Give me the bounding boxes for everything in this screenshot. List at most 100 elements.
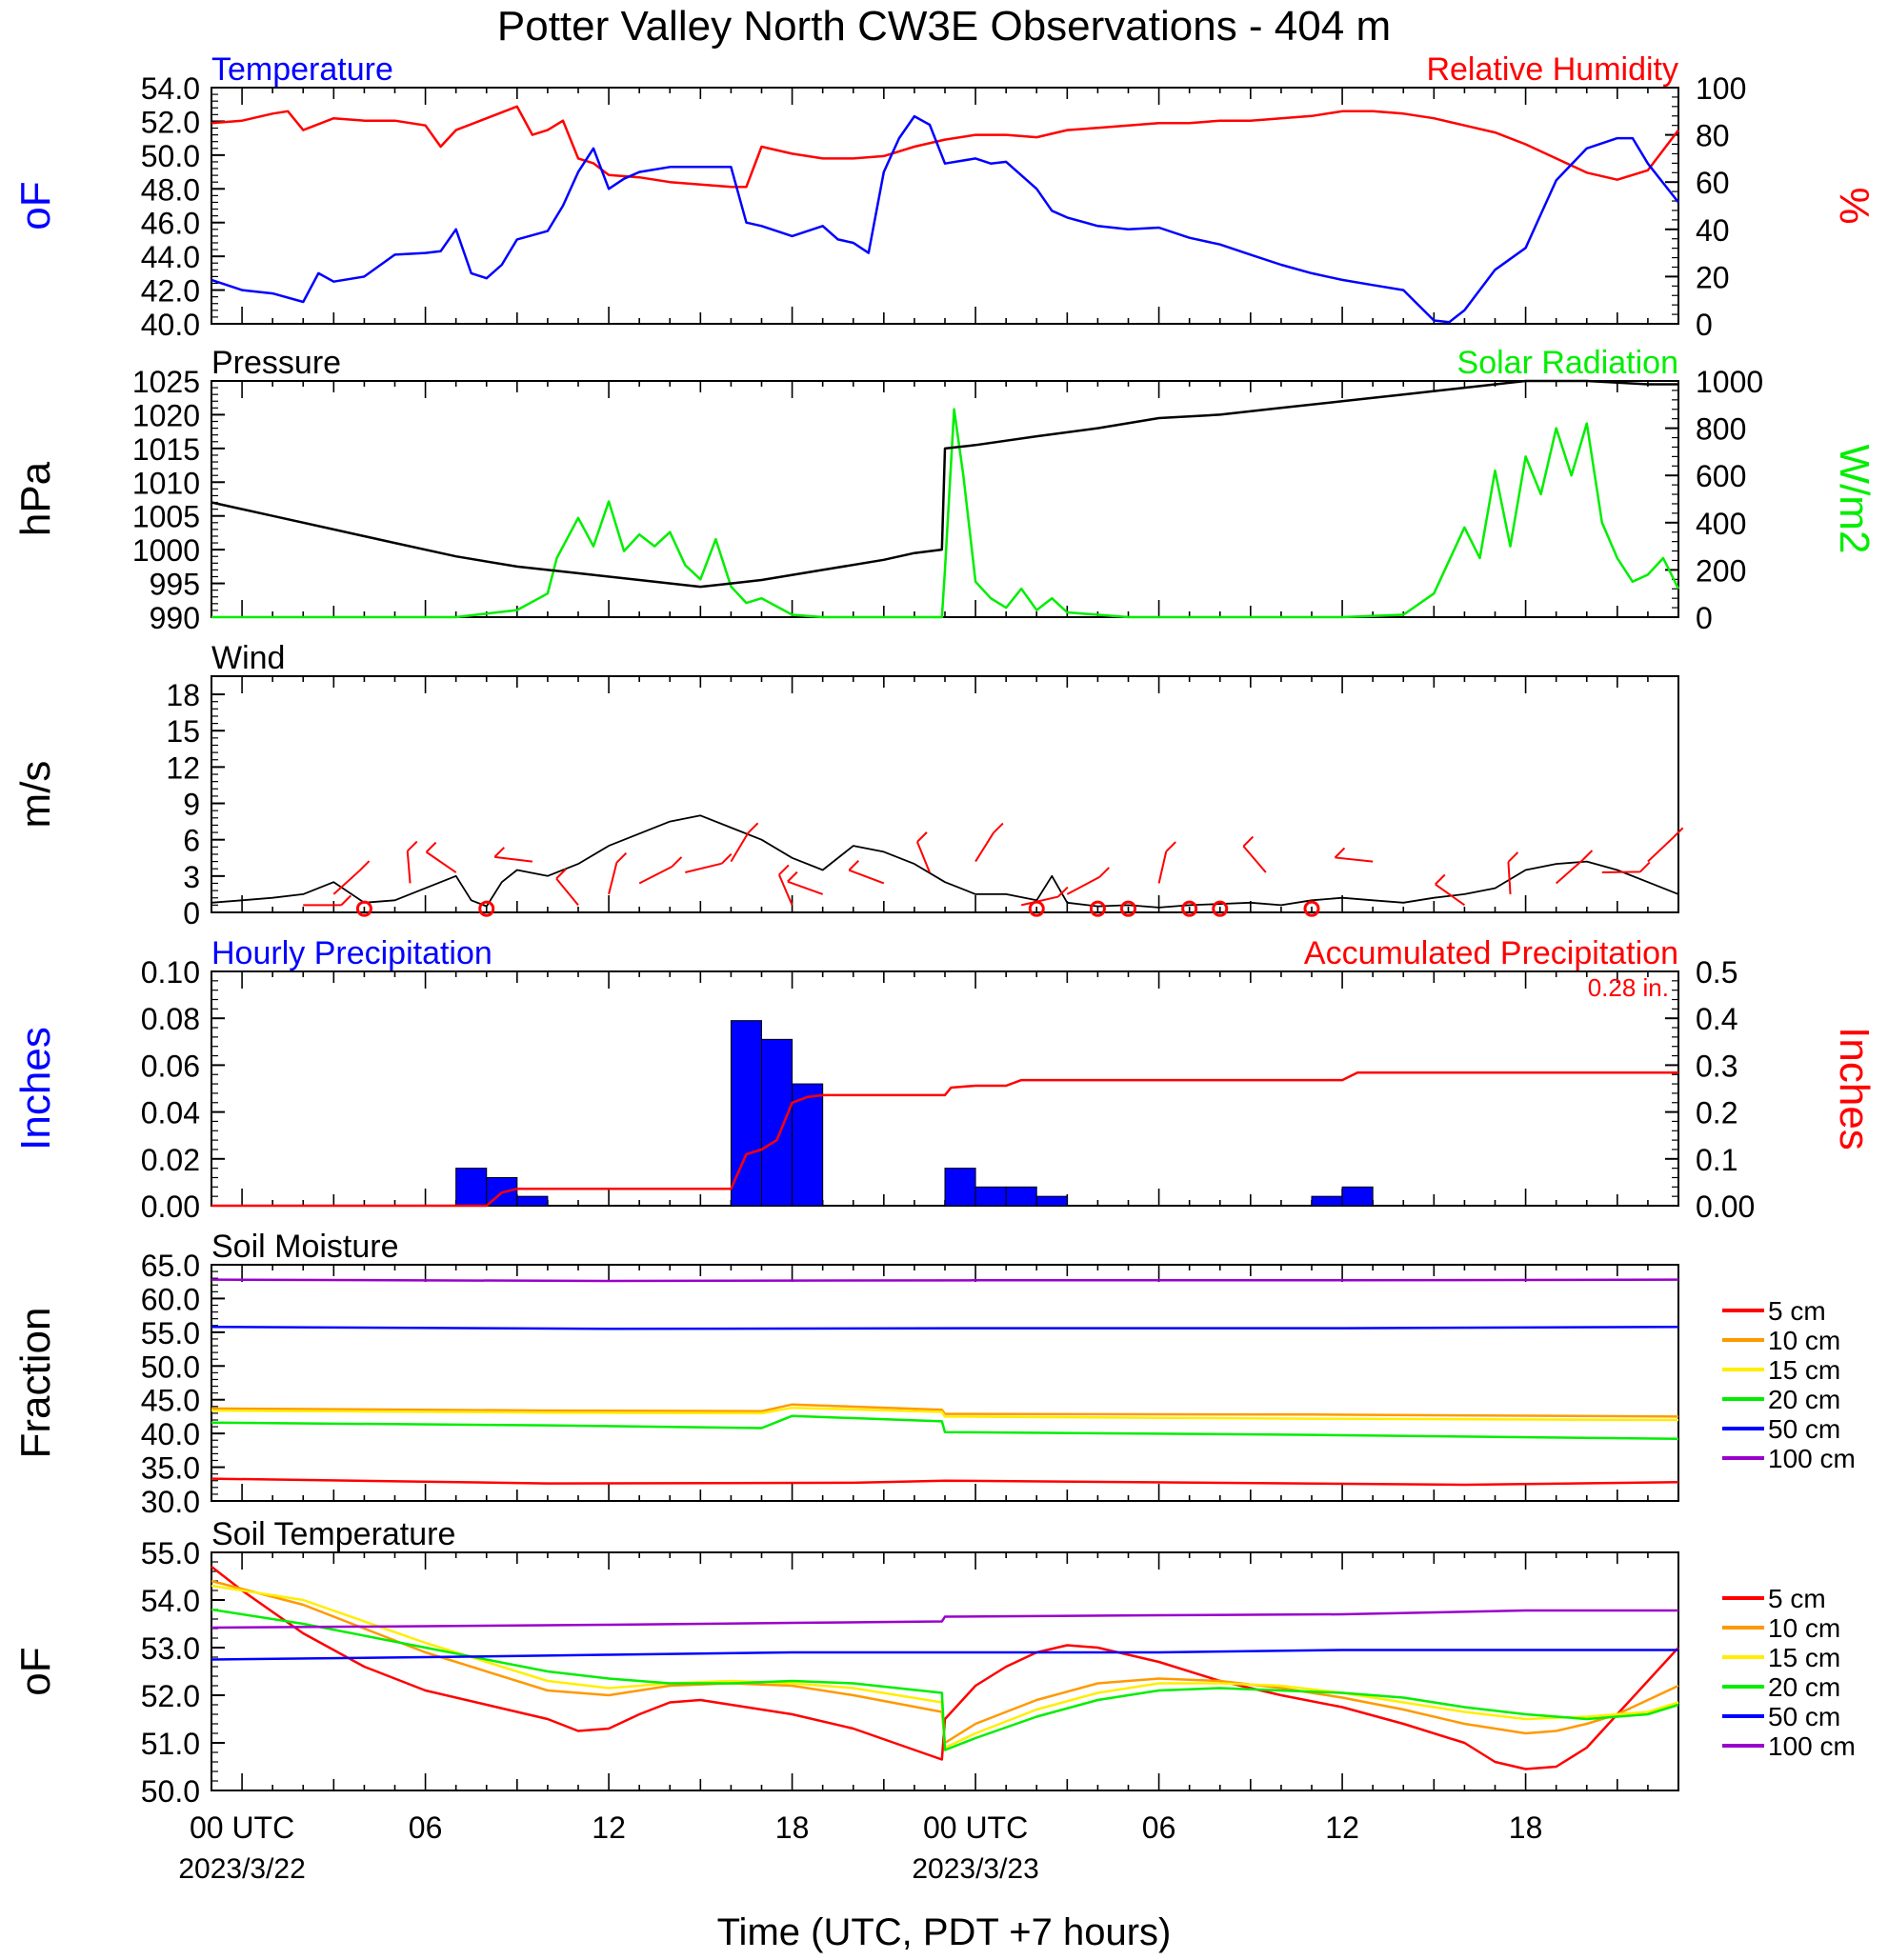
y-axis-label-left: m/s: [12, 761, 59, 829]
panel-soil-moisture: Soil Moisture 30.035.040.045.050.055.060.…: [12, 1229, 1856, 1519]
wind-barb: [1601, 870, 1640, 874]
series-line-100-cm: [211, 1609, 1678, 1630]
series-line-solar-radiation: [211, 408, 1680, 619]
y-tick-label-left: 1015: [132, 432, 200, 467]
y-tick-label-left: 51.0: [141, 1727, 200, 1761]
y-tick-label-left: 30.0: [141, 1485, 200, 1519]
wind-barb: [1556, 859, 1584, 885]
legend-label: 15 cm: [1768, 1643, 1840, 1672]
precip-bar: [944, 1168, 976, 1207]
wind-barb-flag: [1098, 867, 1110, 878]
y-axis-label-left: hPa: [12, 461, 59, 536]
precip-bar: [974, 1186, 1007, 1207]
y-tick-label-right: 600: [1696, 459, 1746, 493]
wind-barb-flag: [747, 822, 759, 833]
legend-label: 100 cm: [1768, 1731, 1856, 1761]
wind-barb-flag: [848, 859, 859, 871]
y-tick-label-left: 0.06: [141, 1049, 200, 1083]
wind-barb-flag: [1581, 850, 1594, 861]
wind-barb: [777, 874, 793, 906]
legend-label: 20 cm: [1768, 1385, 1840, 1414]
wind-barb: [638, 866, 673, 885]
wind-barb-flag: [1334, 847, 1346, 859]
series-line-relative-humidity: [211, 105, 1679, 189]
wind-barb: [494, 855, 532, 863]
panel-title-left: Pressure: [211, 345, 341, 381]
series-line-accumulated-precipitation: [211, 1071, 1678, 1208]
series-line-15-cm: [211, 1584, 1679, 1750]
panel-soil-temperature: Soil Temperature 50.0 51.0 52.0 53.0 54.0 55.0…: [12, 1516, 1856, 1809]
y-tick-label-right: 60: [1696, 166, 1730, 200]
precip-bar: [792, 1083, 824, 1207]
y-tick-label-left: 54.0: [141, 71, 200, 106]
y-tick-label-left: 1000: [132, 533, 200, 568]
calm-wind-marker: [1212, 900, 1229, 917]
legend-label: 5 cm: [1768, 1296, 1826, 1326]
y-tick-label-right: 0.00: [1696, 1190, 1755, 1224]
calm-wind-marker: [1181, 900, 1198, 917]
wind-barb-flag: [1639, 861, 1651, 873]
y-axis-label-left: Inches: [12, 1027, 59, 1150]
y-tick-label-left: 995: [150, 568, 200, 602]
legend-label: 100 cm: [1768, 1444, 1856, 1473]
wind-barb-flag: [555, 868, 567, 880]
y-tick-label-left: 40.0: [141, 308, 200, 342]
wind-barb: [555, 877, 579, 907]
y-tick-label-left: 0.00: [141, 1190, 200, 1224]
y-tick-label-left: 40.0: [141, 1417, 200, 1451]
x-tick-label: 18: [775, 1810, 810, 1845]
wind-barb: [1157, 850, 1168, 884]
y-tick-label-left: 15: [166, 714, 200, 749]
wind-barb-flag: [407, 840, 418, 852]
x-tick-date-label: 2023/3/23: [912, 1853, 1038, 1885]
x-tick-label: 12: [592, 1810, 626, 1845]
panel-title-left: Temperature: [211, 51, 393, 88]
y-axis-label-right: Inches: [1831, 1027, 1878, 1150]
y-tick-label-right: 1000: [1696, 365, 1763, 399]
wind-barb-flag: [425, 841, 437, 853]
x-tick-label: 00 UTC: [190, 1810, 294, 1845]
wind-barb: [1020, 895, 1059, 907]
accumulated-total-annotation: 0.28 in.: [1588, 973, 1669, 1002]
series-line-15-cm: [211, 1406, 1679, 1422]
wind-barb-flag: [1242, 835, 1255, 848]
wind-barb: [730, 831, 750, 863]
plot-frame: [211, 675, 1679, 913]
wind-barb-flag: [1507, 851, 1519, 863]
plot-frame: [211, 1551, 1679, 1791]
precip-bar: [1341, 1186, 1374, 1207]
series-line-10-cm: [211, 1403, 1679, 1418]
y-tick-label-left: 0.02: [141, 1143, 200, 1177]
wind-barb: [787, 880, 824, 895]
y-tick-label-left: 65.0: [141, 1249, 200, 1283]
y-tick-label-left: 1010: [132, 466, 200, 500]
y-tick-label-right: 100: [1696, 71, 1746, 106]
y-axis-label-left: oF: [12, 181, 59, 230]
calm-wind-marker: [1028, 900, 1045, 917]
x-axis-label: Time (UTC, PDT +7 hours): [717, 1911, 1172, 1953]
series-line-20-cm: [211, 1608, 1679, 1751]
wind-barb: [1242, 845, 1267, 873]
panel-title-left: Wind: [211, 640, 285, 676]
series-line-50-cm: [211, 1325, 1679, 1330]
precip-bar: [761, 1038, 793, 1207]
y-tick-label-left: 54.0: [141, 1584, 200, 1618]
wind-barb: [406, 850, 412, 884]
y-tick-label-left: 3: [183, 860, 200, 894]
series-line-10-cm: [211, 1579, 1679, 1745]
panel-title-right: Relative Humidity: [1426, 51, 1678, 88]
precip-bar: [1311, 1195, 1343, 1207]
legend-label: 10 cm: [1768, 1326, 1840, 1355]
wind-barb-flag: [340, 894, 351, 907]
wind-barb: [426, 850, 457, 873]
wind-barb-flag: [993, 822, 1004, 834]
wind-barb-flag: [787, 870, 798, 883]
y-tick-label-left: 35.0: [141, 1451, 200, 1486]
precip-bar: [1005, 1186, 1037, 1207]
y-axis-label-right: %: [1831, 187, 1878, 224]
y-tick-label-right: 20: [1696, 260, 1730, 294]
y-tick-label-left: 53.0: [141, 1631, 200, 1666]
